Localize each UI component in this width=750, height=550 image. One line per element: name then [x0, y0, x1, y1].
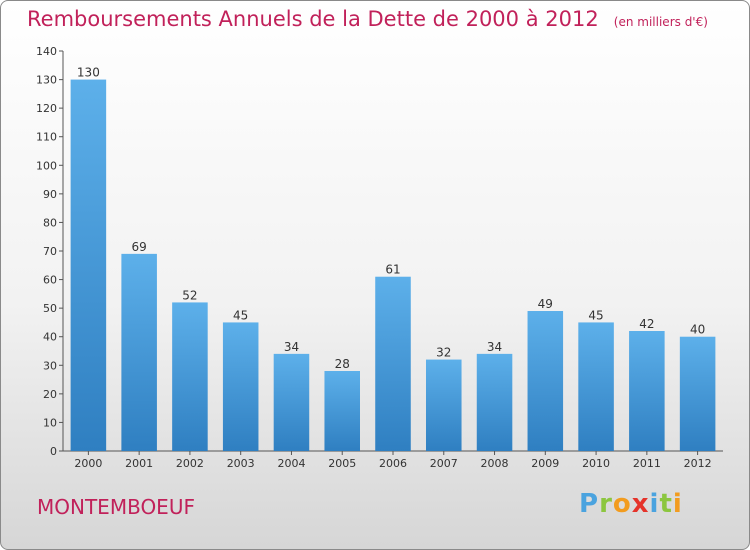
commune-name: MONTEMBOEUF	[37, 495, 195, 519]
y-tick-label: 140	[36, 45, 57, 58]
bar-value-label: 52	[182, 288, 197, 302]
bar-value-label: 32	[436, 346, 451, 360]
x-tick-label: 2007	[430, 457, 458, 470]
x-tick-label: 2000	[74, 457, 102, 470]
bar-2002	[172, 302, 208, 451]
bar-2007	[426, 359, 462, 451]
chart-title-text: Remboursements Annuels de la Dette de 20…	[27, 7, 599, 31]
y-tick-label: 120	[36, 102, 57, 115]
bar-value-label: 34	[487, 340, 502, 354]
x-tick-label: 2009	[531, 457, 559, 470]
y-tick-label: 30	[43, 359, 57, 372]
bar-2001	[121, 253, 157, 451]
bar-2012	[679, 336, 716, 451]
bar-2005	[324, 371, 360, 451]
x-tick-label: 2012	[684, 457, 712, 470]
y-tick-label: 130	[36, 74, 57, 87]
bar-value-label: 130	[77, 66, 100, 80]
y-tick-label: 40	[43, 331, 57, 344]
bar-value-label: 40	[690, 323, 705, 337]
bar-2004	[273, 353, 310, 451]
x-tick-label: 2011	[633, 457, 661, 470]
x-tick-label: 2005	[328, 457, 356, 470]
x-tick-label: 2002	[176, 457, 204, 470]
bar-2003	[222, 322, 259, 451]
x-tick-label: 2001	[125, 457, 153, 470]
bar-value-label: 49	[538, 297, 553, 311]
y-tick-label: 20	[43, 388, 57, 401]
y-tick-label: 70	[43, 245, 57, 258]
chart-title: Remboursements Annuels de la Dette de 20…	[27, 7, 708, 31]
bar-2008	[476, 353, 513, 451]
bar-value-label: 42	[639, 317, 654, 331]
bar-2000	[70, 79, 107, 452]
bar-value-label: 61	[385, 263, 400, 277]
bar-value-label: 34	[284, 340, 299, 354]
y-tick-label: 80	[43, 216, 57, 229]
bar-value-label: 69	[132, 240, 147, 254]
y-tick-label: 60	[43, 274, 57, 287]
x-tick-label: 2010	[582, 457, 610, 470]
y-tick-label: 90	[43, 188, 57, 201]
x-tick-label: 2004	[277, 457, 305, 470]
y-tick-label: 50	[43, 302, 57, 315]
y-tick-label: 10	[43, 416, 57, 429]
y-tick-label: 110	[36, 131, 57, 144]
x-tick-label: 2003	[227, 457, 255, 470]
bar-2010	[578, 322, 614, 451]
bar-value-label: 45	[233, 308, 248, 322]
x-tick-label: 2008	[481, 457, 509, 470]
y-tick-label: 100	[36, 159, 57, 172]
bar-2011	[629, 331, 665, 451]
chart-subtitle: (en milliers d'€)	[613, 15, 708, 29]
bar-2006	[375, 276, 411, 451]
x-tick-label: 2006	[379, 457, 407, 470]
proxiti-logo: Proxiti	[579, 489, 683, 519]
bar-value-label: 28	[335, 357, 350, 371]
y-tick-label: 0	[50, 445, 57, 458]
bar-value-label: 45	[588, 308, 603, 322]
bar-2009	[527, 311, 564, 451]
